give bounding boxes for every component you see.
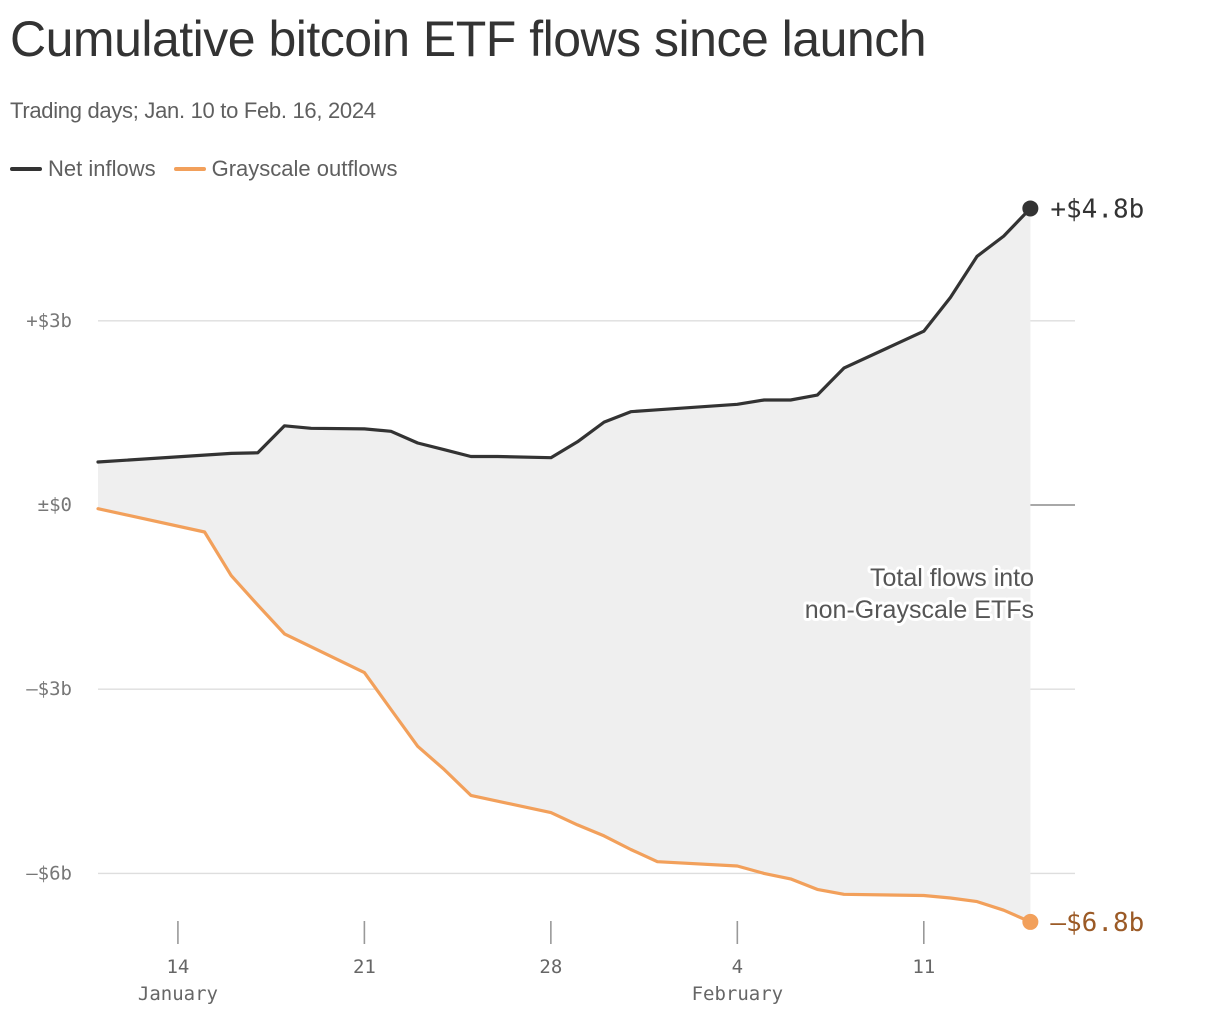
x-tick-label: 4: [732, 956, 743, 978]
end-point-grayscale-outflows: [1022, 913, 1039, 930]
x-tick-label: 14: [166, 956, 189, 978]
x-month-label: January: [138, 983, 218, 1005]
annotation-text: Total flows into: [870, 564, 1034, 592]
annotation-text: non-Grayscale ETFs: [805, 596, 1034, 624]
y-tick-label: –$3b: [26, 678, 72, 700]
legend-item-net-inflows: Net inflows: [10, 156, 156, 182]
legend-label-grayscale-outflows: Grayscale outflows: [211, 156, 398, 181]
series-line-grayscale-outflows: [96, 507, 1032, 924]
x-tick-label: 28: [539, 956, 562, 978]
legend-item-grayscale-outflows: Grayscale outflows: [173, 156, 398, 182]
chart-title: Cumulative bitcoin ETF flows since launc…: [10, 11, 927, 67]
y-tick-label: –$6b: [26, 862, 72, 884]
legend: Net inflows Grayscale outflows: [10, 156, 415, 182]
y-tick-label: ±$0: [38, 494, 72, 516]
annotation-halo: non-Grayscale ETFs: [805, 596, 1034, 624]
x-month-label: February: [692, 983, 784, 1005]
annotation-halo: Total flows into: [870, 564, 1034, 592]
axes: +$3b ±$0 –$3b –$6b 14 21 28 4 11 January February: [26, 310, 935, 1005]
legend-swatch-grayscale-outflows: [173, 167, 206, 171]
legend-swatch-net-inflows: [10, 167, 42, 171]
end-label-net-inflows: +$4.8b: [1050, 194, 1144, 224]
end-point-net-inflows: [1022, 200, 1039, 217]
flow-area: [98, 208, 1031, 922]
chart-subtitle: Trading days; Jan. 10 to Feb. 16, 2024: [10, 98, 376, 123]
end-label-grayscale-outflows: –$6.8b: [1050, 908, 1144, 938]
legend-label-net-inflows: Net inflows: [48, 156, 156, 181]
shaded-area: [98, 208, 1031, 922]
x-tick-label: 11: [912, 956, 935, 978]
series-lines: +$4.8b –$6.8b: [96, 194, 1144, 938]
series-line-net-inflows: [96, 206, 1032, 464]
y-tick-label: +$3b: [26, 310, 72, 332]
x-tick-label: 21: [353, 956, 376, 978]
